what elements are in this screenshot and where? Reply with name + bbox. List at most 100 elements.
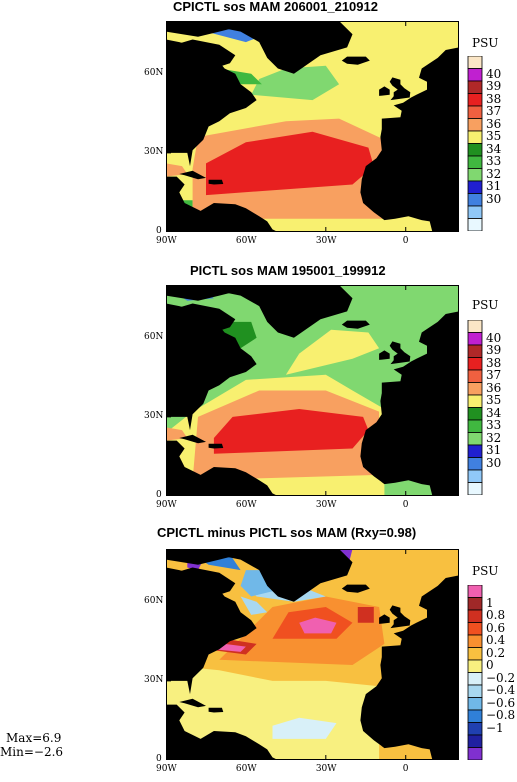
x-tick-label: 90W [156,764,177,774]
land-mass [389,341,411,365]
colorbar-box [467,407,483,421]
colorbar-box [467,647,483,661]
colorbar-box [467,709,483,723]
colorbar-label: −0.4 [486,683,516,698]
colorbar-label: 31 [486,179,502,194]
land-mass [341,56,370,65]
land-mass [391,643,459,676]
x-tick-label: 0 [402,500,409,510]
min-label: Min=−2.6 [0,745,64,759]
colorbar-box [467,344,483,358]
field-region [285,329,380,375]
x-tick-label: 60W [235,236,257,246]
colorbar-label: 31 [486,443,502,458]
colorbar-label: 30 [486,191,502,206]
colorbar-label: 0.2 [486,645,506,660]
field-region [357,607,374,623]
land-mass [208,443,224,449]
field-region [299,617,337,634]
colorbar-label: 36 [486,116,502,131]
colorbar-label: 38 [486,355,502,370]
x-tick-label: 30W [315,236,337,246]
colorbar-box [467,105,483,119]
panel1-colorbar [467,56,483,231]
colorbar-box [467,634,483,648]
colorbar-label: 30 [486,455,502,470]
y-tick-label: 60N [144,67,164,78]
x-tick-label: 0 [402,764,409,774]
land-mass [166,285,246,301]
field-region [219,321,257,349]
colorbar-box [467,357,483,371]
colorbar-box [467,672,483,686]
y-tick-label: 30N [144,146,164,157]
panel3-title: CPICTL minus PICTL sos MAM (Rxy=0.98) [157,525,417,540]
colorbar-box [467,722,483,736]
colorbar-label: 40 [486,66,502,81]
y-tick-label: 30N [144,674,164,685]
land-mass [213,549,353,602]
field-region [206,131,374,196]
land-mass [179,170,206,180]
colorbar-box [467,734,483,748]
colorbar-box [467,747,483,760]
x-tick-label: 90W [156,236,177,246]
field-region [166,427,188,441]
colorbar-box [467,622,483,636]
colorbar-label: 33 [486,154,502,169]
colorbar-box [467,684,483,698]
colorbar-label: 37 [486,368,502,383]
colorbar-box [467,56,483,69]
colorbar-box [467,80,483,94]
colorbar-box [467,93,483,107]
x-tick-label: 30W [315,764,337,774]
colorbar-box [467,585,483,598]
colorbar-box [467,205,483,219]
colorbar-box [467,444,483,458]
colorbar-box [467,143,483,157]
panel2-map [166,285,459,496]
field-region [240,596,268,615]
colorbar-box [467,482,483,495]
colorbar-box [467,697,483,711]
colorbar-label: −0.8 [486,708,516,723]
colorbar-label: 39 [486,343,502,358]
land-mass [391,115,459,148]
colorbar-label: 1 [486,595,494,610]
land-mass [213,21,353,74]
colorbar-box [467,394,483,408]
land-mass [166,303,236,333]
land-mass [391,379,459,412]
panel2-title: PICTL sos MAM 195001_199912 [190,263,386,278]
land-mass [379,350,390,360]
colorbar-label: 39 [486,79,502,94]
y-tick-label: 0 [156,226,162,236]
field-region [166,163,188,177]
map-frame [166,549,459,760]
field-region [272,717,337,739]
colorbar-label: 0.6 [486,620,506,635]
panel3-map [166,549,459,760]
land-mass [166,176,278,232]
colorbar-box [467,369,483,383]
colorbar-label: 0.8 [486,608,506,623]
land-mass [166,39,236,69]
map-frame [166,21,459,232]
land-mass [166,549,246,565]
panel2-unit: PSU [472,298,499,312]
colorbar-label: 32 [486,430,502,445]
x-tick-label: 30W [315,500,337,510]
colorbar-box [467,469,483,483]
colorbar-box [467,130,483,144]
colorbar-box [467,193,483,207]
land-mass [341,584,370,593]
panel2-colorbar [467,320,483,495]
panel1-map [166,21,459,232]
colorbar-label: 0.4 [486,633,506,648]
y-tick-label: 60N [144,331,164,342]
x-tick-label: 0 [402,236,409,246]
colorbar-box [467,320,483,333]
colorbar-box [467,168,483,182]
panel1-title: CPICTL sos MAM 206001_210912 [173,0,378,14]
land-mass [166,567,236,597]
